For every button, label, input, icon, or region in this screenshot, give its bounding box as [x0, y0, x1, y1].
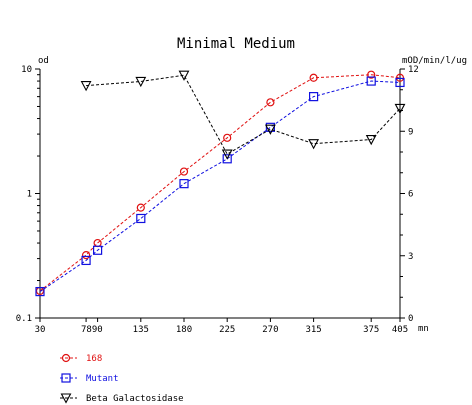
- data-point: [309, 92, 319, 102]
- data-point: [394, 103, 406, 115]
- left-axis-tick-label: 1: [27, 190, 32, 200]
- data-point: [365, 135, 377, 146]
- legend-marker: [61, 353, 71, 363]
- series-2: [80, 70, 406, 160]
- data-point: [308, 139, 320, 150]
- series-0: [35, 70, 405, 296]
- x-axis-tick-label: 225: [219, 325, 235, 335]
- data-point: [266, 98, 275, 107]
- right-axis-tick-label: 9: [408, 127, 413, 137]
- legend-marker: [60, 393, 72, 404]
- axes: 0.1 1 10 0 3 6 9 12 30 7890 135 180 225 270 315 375 405: [16, 65, 419, 335]
- x-axis-tick-label: 375: [363, 325, 379, 335]
- data-point: [221, 149, 233, 160]
- data-point: [264, 124, 276, 135]
- data-point: [80, 81, 92, 92]
- right-axis-tick-label: 3: [408, 252, 413, 262]
- x-axis-tick-label: 7890: [81, 325, 103, 335]
- series-line: [86, 74, 401, 155]
- series-line: [39, 74, 401, 292]
- right-axis-tick-label: 6: [408, 190, 413, 200]
- data-point: [178, 70, 190, 81]
- x-axis-tick-label: 30: [35, 325, 46, 335]
- data-point: [265, 122, 275, 132]
- x-axis-tick-label: 270: [262, 325, 278, 335]
- data-point: [223, 133, 232, 142]
- data-point: [395, 73, 405, 82]
- data-point: [309, 73, 318, 82]
- data-point: [135, 76, 147, 88]
- right-axis-tick-label: 0: [408, 314, 413, 324]
- left-axis-tick-label: 0.1: [16, 314, 32, 324]
- x-axis-tick-label: 180: [176, 325, 192, 335]
- series-line: [39, 80, 401, 292]
- series-layer: [35, 70, 406, 297]
- legend-item: 168: [60, 353, 102, 364]
- data-point: [136, 213, 146, 224]
- legend: 168 Mutant Beta Galactosidase: [60, 353, 184, 404]
- legend-label: 168: [86, 354, 102, 364]
- data-point: [81, 255, 91, 266]
- data-point: [179, 179, 189, 189]
- data-point: [179, 167, 189, 176]
- data-point: [366, 76, 376, 86]
- right-axis-label: mOD/min/l/ug: [402, 56, 467, 66]
- left-axis-label: od: [38, 56, 49, 66]
- x-axis-tick-label: 405: [392, 325, 408, 335]
- legend-label: Mutant: [86, 374, 119, 384]
- legend-label: Beta Galactosidase: [86, 394, 184, 404]
- data-point: [222, 154, 232, 164]
- chart-title: Minimal Medium: [177, 36, 295, 52]
- right-axis-tick-label: 12: [408, 65, 419, 75]
- x-axis-tick-label: 315: [305, 325, 321, 335]
- data-point: [367, 70, 376, 79]
- x-axis-tick-label: 135: [133, 325, 149, 335]
- data-point: [35, 286, 45, 297]
- data-point: [81, 251, 91, 260]
- x-axis-unit: mn: [418, 324, 429, 334]
- legend-item: Mutant: [60, 373, 119, 384]
- legend-marker: [61, 373, 71, 383]
- series-1: [35, 76, 405, 297]
- legend-item: Beta Galactosidase: [60, 393, 184, 404]
- data-point: [92, 245, 103, 255]
- left-axis-tick-label: 10: [21, 65, 32, 75]
- data-point: [395, 77, 405, 88]
- data-point: [136, 203, 145, 212]
